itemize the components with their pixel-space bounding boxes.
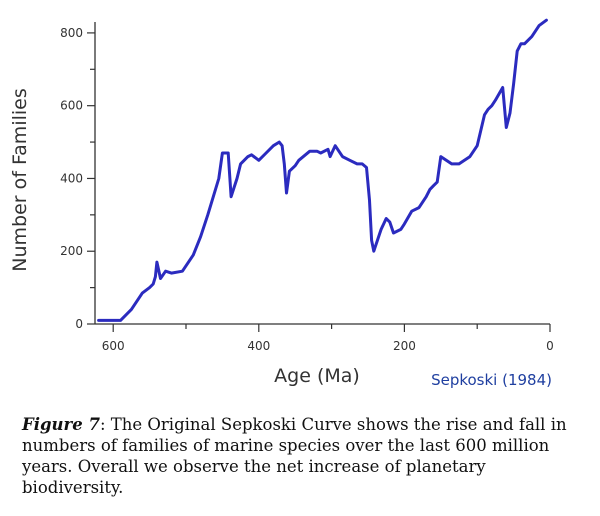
x-tick-label: 600 <box>102 339 125 353</box>
caption-text: : The Original Sepkoski Curve shows the … <box>22 415 567 497</box>
y-tick-label: 600 <box>60 99 83 113</box>
y-tick-label: 200 <box>60 244 83 258</box>
axes <box>94 22 550 325</box>
series-layer <box>97 18 548 322</box>
x-tick-label: 0 <box>546 339 554 353</box>
chart-credit: Sepkoski (1984) <box>431 371 552 389</box>
y-tick-label: 800 <box>60 26 83 40</box>
y-axis-title: Number of Families <box>9 88 31 271</box>
y-tick-label: 0 <box>75 317 83 331</box>
x-tick-label: 400 <box>247 339 270 353</box>
series-line <box>97 18 548 322</box>
ticks: 0 200 400 600 800 600 400 200 0 <box>60 26 554 353</box>
caption-label: Figure 7 <box>22 415 100 434</box>
chart-svg: 0 200 400 600 800 600 400 200 0 Number of Famili… <box>9 18 554 389</box>
x-tick-label: 200 <box>393 339 416 353</box>
figure-caption: Figure 7: The Original Sepkoski Curve sh… <box>22 414 582 498</box>
x-axis-title: Age (Ma) <box>274 365 360 387</box>
y-tick-label: 400 <box>60 171 83 185</box>
